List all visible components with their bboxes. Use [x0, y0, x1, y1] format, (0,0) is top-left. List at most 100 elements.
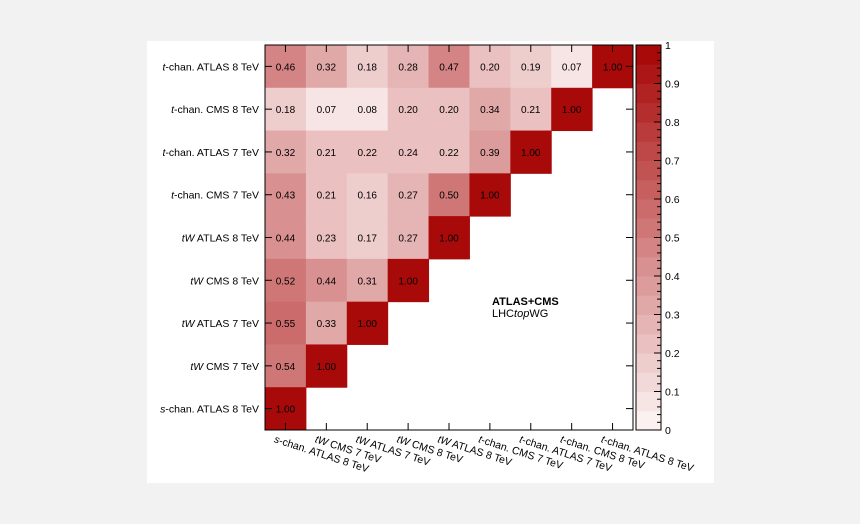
heatmap-cell	[305, 45, 348, 89]
cell-value-label: 1.00	[276, 405, 296, 416]
cell-value-label: 1.00	[317, 362, 337, 373]
heatmap-cell	[510, 87, 552, 132]
colorbar-segment	[636, 256, 661, 277]
column-label-italic: tW	[313, 433, 330, 449]
cell-value-label: 0.24	[398, 148, 418, 159]
heatmap-cell	[346, 216, 389, 260]
cell-value-label: 0.21	[521, 105, 541, 116]
row-label-italic: tW	[190, 361, 204, 373]
heatmap-cell	[305, 258, 348, 303]
heatmap-cell	[387, 130, 430, 174]
cell-value-label: 0.20	[480, 62, 500, 73]
colorbar-segment	[636, 410, 661, 431]
cell-value-label: 0.18	[357, 62, 377, 73]
cell-value-label: 0.44	[276, 234, 296, 245]
heatmap-cell	[346, 45, 389, 89]
heatmap-cell	[346, 301, 389, 345]
cell-value-label: 0.20	[439, 105, 459, 116]
heatmap-cell	[428, 130, 470, 174]
cell-value-label: 1.00	[521, 148, 541, 159]
colorbar-tick-label: 0	[665, 425, 671, 437]
heatmap-cell	[305, 301, 348, 345]
annotation-subtitle-prefix: LHC	[492, 308, 514, 320]
column-label-italic: s	[273, 433, 282, 446]
column-label-italic: t	[559, 433, 567, 446]
heatmap-cell	[551, 45, 593, 89]
annotation-subtitle-italic: top	[514, 308, 529, 320]
plot-panel: 0.46 0.32 0.18 0.28 0.47 0.20 0.19 0.07 1.00 0.18…	[147, 41, 714, 483]
colorbar-tick-label: 0.7	[665, 156, 680, 168]
colorbar: 0 0.1 0.2 0.3 0.4 0.5 0.6 0.7 0.8 0.9 1	[635, 41, 680, 437]
cell-value-label: 0.44	[317, 276, 337, 287]
cell-value-label: 0.28	[398, 62, 418, 73]
colorbar-segment	[636, 83, 661, 104]
colorbar-segment	[636, 237, 661, 258]
column-label-italic: t	[477, 433, 485, 446]
row-label-rest: -chan. CMS 8 TeV	[174, 104, 259, 116]
colorbar-segment	[636, 141, 661, 161]
cell-value-label: 0.33	[317, 319, 337, 330]
cell-value-label: 0.31	[357, 276, 377, 287]
heatmap-cell	[428, 45, 470, 89]
cell-value-label: 0.32	[317, 62, 337, 73]
heatmap-cell	[428, 216, 470, 260]
colorbar-segment	[636, 276, 661, 296]
heatmap-cell	[387, 258, 430, 303]
cell-value-label: 0.22	[439, 148, 459, 159]
colorbar-segment	[636, 333, 661, 354]
column-label-italic: t	[518, 433, 526, 446]
cell-value-label: 0.16	[357, 191, 377, 202]
cell-value-label: 0.52	[276, 276, 296, 287]
colorbar-segment	[636, 199, 661, 219]
colorbar-tick-label: 1	[665, 41, 671, 52]
cell-value-label: 0.34	[480, 105, 500, 116]
heatmap-cell	[305, 130, 348, 174]
cell-value-label: 0.54	[276, 362, 296, 373]
colorbar-tick-label: 0.9	[665, 79, 680, 91]
row-label-rest: -chan. CMS 7 TeV	[174, 190, 259, 202]
row-label-rest: CMS 7 TeV	[203, 361, 259, 373]
heatmap-cell	[428, 87, 470, 132]
row-label-italic: t	[171, 104, 175, 116]
heatmap-cell	[387, 87, 430, 132]
row-label: t-chan. CMS 8 TeV	[171, 104, 259, 116]
row-label: s-chan. ATLAS 8 TeV	[160, 404, 259, 416]
cell-value-label: 1.00	[603, 62, 623, 73]
annotation-subtitle-suffix: WG	[529, 308, 548, 320]
colorbar-segment	[636, 64, 661, 84]
cell-value-label: 0.18	[276, 105, 296, 116]
row-label-italic: tW	[182, 318, 196, 330]
colorbar-segment	[636, 295, 661, 315]
row-label-rest: -chan. ATLAS 7 TeV	[165, 147, 259, 159]
colorbar-segment	[636, 179, 661, 200]
colorbar-segment	[636, 160, 661, 181]
cell-value-label: 1.00	[439, 234, 459, 245]
cell-value-label: 0.08	[357, 105, 377, 116]
heatmap-cells: 0.46 0.32 0.18 0.28 0.47 0.20 0.19 0.07 1.00 0.18…	[265, 45, 634, 431]
heatmap-cell	[346, 258, 389, 303]
row-label-rest: ATLAS 7 TeV	[195, 318, 259, 330]
cell-value-label: 0.27	[398, 191, 418, 202]
cell-value-label: 0.17	[357, 234, 377, 245]
cell-value-label: 0.43	[276, 191, 296, 202]
colorbar-segment	[636, 314, 661, 335]
row-label: t-chan. CMS 7 TeV	[171, 190, 259, 202]
row-label-rest: ATLAS 8 TeV	[195, 233, 259, 245]
column-label-italic: t	[600, 433, 608, 446]
row-labels: t -chan. ATLAS 8 TeV t-chan. CMS 8 TeV t-ch…	[160, 61, 259, 415]
cell-value-label: 0.46	[276, 62, 296, 73]
column-label-italic: tW	[395, 433, 412, 449]
heatmap-cell	[469, 130, 511, 174]
cell-value-label: 1.00	[357, 319, 377, 330]
cell-value-label: 0.20	[398, 105, 418, 116]
heatmap-cell	[469, 87, 511, 132]
row-label-rest: -chan. ATLAS 8 TeV	[165, 404, 259, 416]
cell-value-label: 0.21	[317, 148, 337, 159]
cell-value-label: 0.21	[317, 191, 337, 202]
row-label: tW ATLAS 7 TeV	[182, 318, 259, 330]
colorbar-segment	[636, 102, 661, 123]
cell-value-label: 0.07	[562, 62, 582, 73]
cell-value-label: 0.23	[317, 234, 337, 245]
heatmap-cell	[510, 130, 552, 174]
